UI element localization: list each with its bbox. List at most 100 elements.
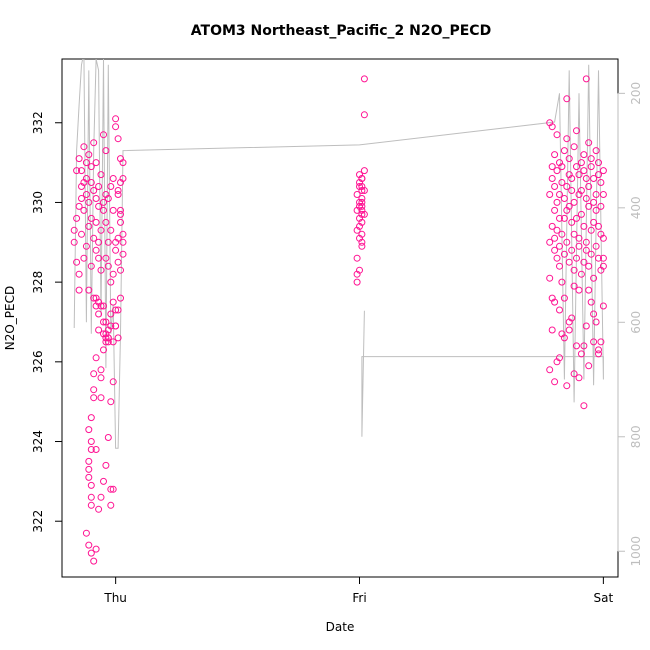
- data-point: [353, 254, 361, 262]
- data-point: [78, 230, 85, 238]
- data-point: [587, 163, 595, 171]
- data-point: [599, 191, 607, 198]
- data-point: [573, 342, 580, 350]
- data-point: [575, 234, 583, 242]
- data-point: [117, 179, 124, 186]
- profile-line-layer: [73, 59, 604, 449]
- data-point: [87, 163, 95, 171]
- data-point: [104, 262, 112, 270]
- data-point: [553, 198, 561, 206]
- data-point: [582, 75, 590, 83]
- data-point: [80, 143, 88, 151]
- data-point: [114, 334, 122, 342]
- data-point: [590, 310, 598, 318]
- data-point: [556, 191, 563, 198]
- data-point: [587, 250, 595, 258]
- data-point: [582, 246, 590, 254]
- data-point: [553, 254, 561, 262]
- data-point: [95, 254, 103, 262]
- data-point: [112, 123, 120, 131]
- data-point: [100, 477, 107, 485]
- data-point: [560, 195, 568, 202]
- data-point: [92, 545, 100, 553]
- data-point: [546, 238, 554, 246]
- data-point: [119, 250, 127, 258]
- data-point: [558, 179, 566, 186]
- x-tick-label: Thu: [103, 591, 127, 605]
- data-point: [87, 438, 95, 445]
- data-point: [599, 302, 607, 310]
- data-point: [599, 262, 607, 270]
- data-point: [595, 254, 602, 262]
- data-point: [563, 382, 571, 390]
- data-point: [107, 183, 115, 190]
- data-point: [107, 278, 115, 286]
- data-point: [114, 306, 122, 314]
- data-point: [590, 198, 598, 206]
- data-point: [102, 147, 110, 155]
- data-point: [563, 238, 571, 246]
- data-point: [112, 115, 120, 123]
- data-point: [353, 191, 361, 198]
- data-point: [556, 242, 563, 250]
- right-tick-label: 800: [629, 425, 643, 448]
- data-point: [573, 163, 580, 171]
- data-point: [87, 493, 95, 501]
- data-point: [78, 167, 85, 175]
- data-point: [568, 246, 576, 254]
- data-point: [90, 139, 98, 147]
- data-point: [570, 282, 578, 290]
- data-point: [119, 238, 127, 246]
- y-tick-label: 322: [31, 510, 45, 533]
- data-point: [592, 242, 600, 250]
- data-point: [558, 230, 566, 238]
- data-point: [109, 270, 117, 278]
- data-point: [358, 187, 366, 194]
- data-point: [551, 234, 559, 242]
- data-point: [548, 175, 556, 182]
- data-point: [585, 183, 593, 190]
- data-point: [580, 258, 588, 266]
- data-point: [580, 402, 588, 410]
- data-point: [575, 171, 583, 179]
- data-point: [90, 187, 98, 194]
- data-point: [577, 187, 585, 194]
- data-point: [100, 318, 107, 326]
- data-point: [353, 278, 361, 286]
- data-point: [565, 258, 573, 266]
- data-point: [360, 111, 368, 119]
- data-point: [553, 226, 561, 234]
- data-point: [568, 187, 576, 194]
- data-point: [114, 191, 122, 198]
- data-point: [560, 294, 568, 302]
- data-point: [585, 262, 593, 270]
- data-point: [82, 529, 90, 537]
- data-point: [573, 214, 580, 222]
- data-point: [97, 493, 105, 501]
- data-point: [100, 198, 107, 206]
- data-point: [565, 318, 573, 326]
- points-layer: [70, 75, 607, 565]
- data-point: [585, 139, 593, 147]
- data-point: [575, 286, 583, 294]
- data-point: [87, 214, 95, 222]
- data-point: [587, 155, 595, 163]
- x-axis-label: Date: [326, 620, 355, 634]
- data-point: [360, 167, 368, 175]
- data-point: [565, 202, 573, 210]
- data-point: [582, 238, 590, 246]
- data-point: [580, 151, 588, 159]
- right-tick-label: 600: [629, 311, 643, 334]
- data-point: [80, 206, 88, 214]
- data-point: [358, 230, 366, 238]
- data-point: [360, 75, 368, 83]
- data-point: [112, 306, 120, 314]
- data-point: [582, 195, 590, 202]
- y-tick-label: 324: [31, 430, 45, 453]
- data-point: [75, 270, 83, 278]
- data-point: [109, 298, 117, 306]
- data-point: [70, 238, 78, 246]
- data-point: [90, 394, 98, 402]
